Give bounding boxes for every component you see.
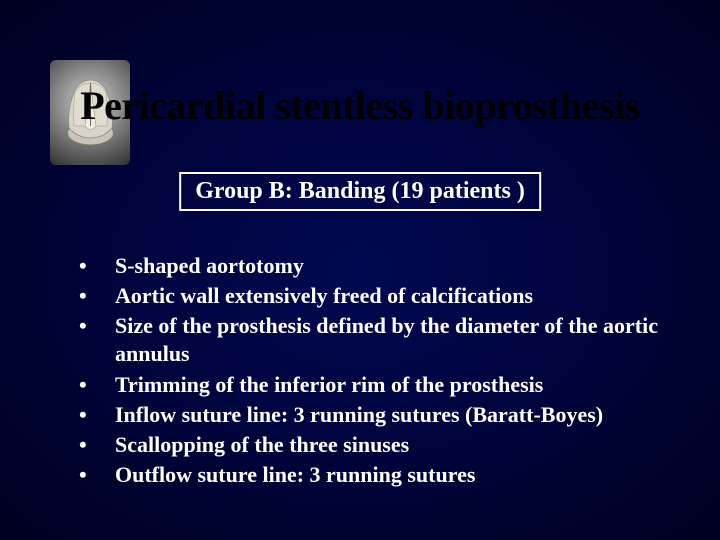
bullet-text: Scallopping of the three sinuses	[115, 431, 680, 459]
bullet-list: • S-shaped aortotomy • Aortic wall exten…	[75, 252, 680, 491]
bullet-text: Size of the prosthesis defined by the di…	[115, 312, 680, 368]
bullet-marker-icon: •	[75, 461, 115, 489]
bullet-text: Inflow suture line: 3 running sutures (B…	[115, 401, 680, 429]
subtitle-text: Group B: Banding (19 patients )	[195, 178, 525, 205]
bullet-marker-icon: •	[75, 312, 115, 340]
slide-title: Pericardial stentless bioprosthesis	[0, 82, 720, 129]
bullet-item: • Aortic wall extensively freed of calci…	[75, 282, 680, 310]
slide-container: Pericardial stentless bioprosthesis Grou…	[0, 0, 720, 540]
bullet-item: • Inflow suture line: 3 running sutures …	[75, 401, 680, 429]
bullet-item: • Scallopping of the three sinuses	[75, 431, 680, 459]
bullet-marker-icon: •	[75, 282, 115, 310]
bullet-marker-icon: •	[75, 431, 115, 459]
bullet-text: Aortic wall extensively freed of calcifi…	[115, 282, 680, 310]
bullet-item: • Size of the prosthesis defined by the …	[75, 312, 680, 368]
bullet-item: • S-shaped aortotomy	[75, 252, 680, 280]
bullet-text: Outflow suture line: 3 running sutures	[115, 461, 680, 489]
bullet-marker-icon: •	[75, 401, 115, 429]
bullet-item: • Trimming of the inferior rim of the pr…	[75, 371, 680, 399]
bullet-text: S-shaped aortotomy	[115, 252, 680, 280]
bullet-item: • Outflow suture line: 3 running sutures	[75, 461, 680, 489]
bullet-marker-icon: •	[75, 371, 115, 399]
bullet-text: Trimming of the inferior rim of the pros…	[115, 371, 680, 399]
bullet-marker-icon: •	[75, 252, 115, 280]
subtitle-box: Group B: Banding (19 patients )	[179, 172, 541, 211]
